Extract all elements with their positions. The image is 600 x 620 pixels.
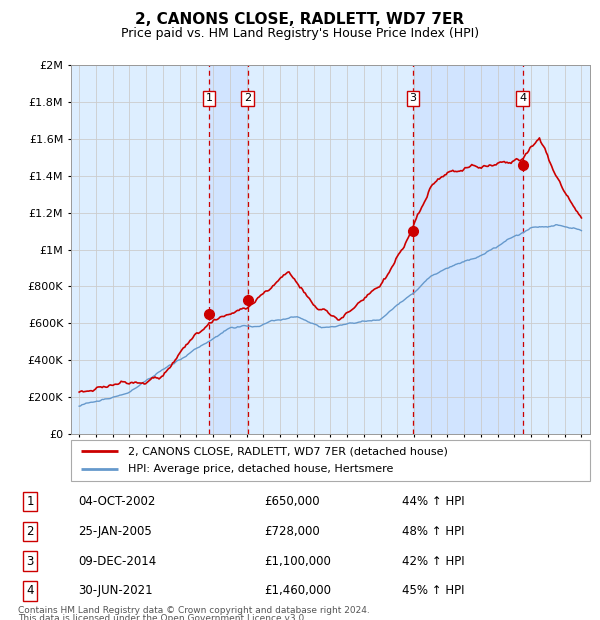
Text: Price paid vs. HM Land Registry's House Price Index (HPI): Price paid vs. HM Land Registry's House … bbox=[121, 27, 479, 40]
FancyBboxPatch shape bbox=[71, 440, 590, 480]
Text: £650,000: £650,000 bbox=[264, 495, 320, 508]
Text: 3: 3 bbox=[26, 555, 34, 567]
Text: 2, CANONS CLOSE, RADLETT, WD7 7ER: 2, CANONS CLOSE, RADLETT, WD7 7ER bbox=[136, 12, 464, 27]
Text: 2: 2 bbox=[244, 93, 251, 104]
Bar bbox=[209, 65, 248, 434]
Text: This data is licensed under the Open Government Licence v3.0.: This data is licensed under the Open Gov… bbox=[18, 614, 307, 620]
Text: 4: 4 bbox=[519, 93, 526, 104]
Text: 45% ↑ HPI: 45% ↑ HPI bbox=[402, 585, 464, 597]
Text: £1,100,000: £1,100,000 bbox=[264, 555, 331, 567]
Text: 42% ↑ HPI: 42% ↑ HPI bbox=[402, 555, 464, 567]
Text: 44% ↑ HPI: 44% ↑ HPI bbox=[402, 495, 464, 508]
Text: HPI: Average price, detached house, Hertsmere: HPI: Average price, detached house, Hert… bbox=[128, 464, 393, 474]
Text: £1,460,000: £1,460,000 bbox=[264, 585, 331, 597]
Text: 4: 4 bbox=[26, 585, 34, 597]
Text: 2: 2 bbox=[26, 525, 34, 538]
Text: 04-OCT-2002: 04-OCT-2002 bbox=[78, 495, 155, 508]
Bar bbox=[413, 65, 523, 434]
Text: 2, CANONS CLOSE, RADLETT, WD7 7ER (detached house): 2, CANONS CLOSE, RADLETT, WD7 7ER (detac… bbox=[128, 446, 448, 456]
Text: 09-DEC-2014: 09-DEC-2014 bbox=[78, 555, 156, 567]
Text: £728,000: £728,000 bbox=[264, 525, 320, 538]
Text: 48% ↑ HPI: 48% ↑ HPI bbox=[402, 525, 464, 538]
Text: Contains HM Land Registry data © Crown copyright and database right 2024.: Contains HM Land Registry data © Crown c… bbox=[18, 606, 370, 616]
Text: 30-JUN-2021: 30-JUN-2021 bbox=[78, 585, 152, 597]
Text: 25-JAN-2005: 25-JAN-2005 bbox=[78, 525, 152, 538]
Text: 1: 1 bbox=[205, 93, 212, 104]
Text: 1: 1 bbox=[26, 495, 34, 508]
Text: 3: 3 bbox=[410, 93, 416, 104]
